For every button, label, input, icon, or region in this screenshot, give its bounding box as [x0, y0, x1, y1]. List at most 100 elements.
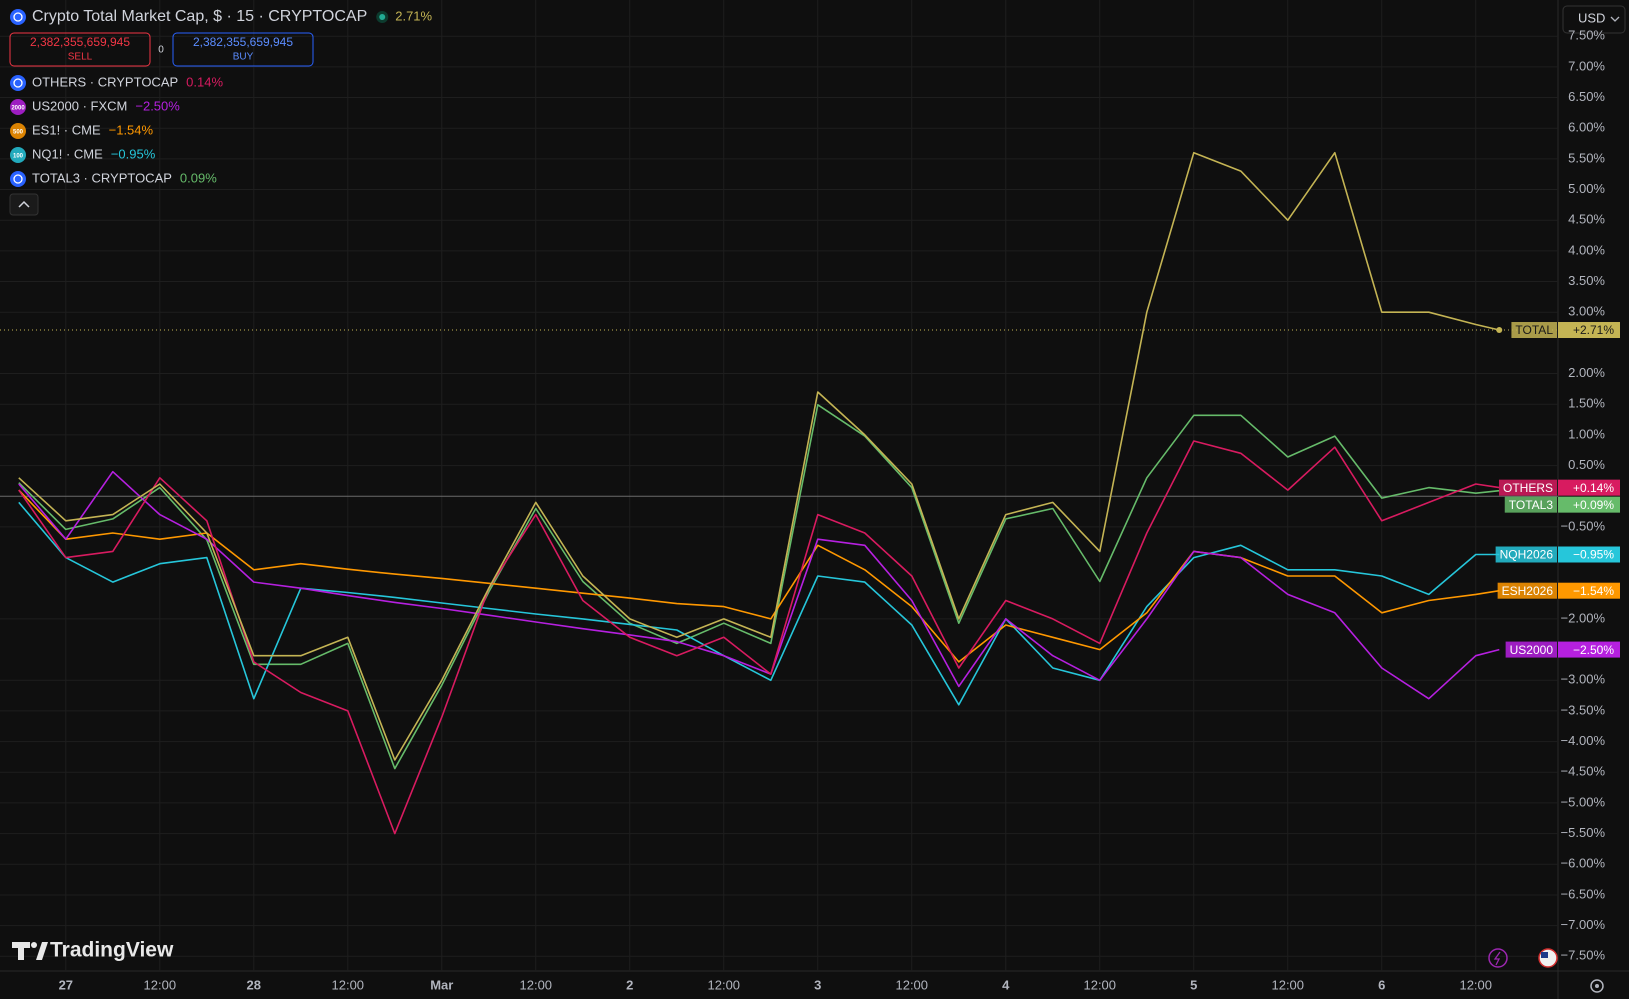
y-tick-label: 3.50% [1568, 273, 1605, 288]
y-tick-label: 2.00% [1568, 365, 1605, 380]
y-tick-label: −5.50% [1561, 825, 1606, 840]
badge-name: ESH2026 [1502, 584, 1554, 598]
lightning-button[interactable] [1488, 948, 1508, 968]
collapse-icon [18, 200, 30, 208]
series-line [18, 501, 1500, 706]
last-point [1496, 327, 1503, 334]
overlay: 2,382,355,659,945 SELL 0 2,382,355,659,9… [9, 5, 1626, 993]
badge-value: −1.54% [1573, 584, 1614, 598]
y-tick-label: −6.00% [1561, 856, 1606, 871]
legend-name: TOTAL3 · CRYPTOCAP [32, 170, 172, 185]
buy-price: 2,382,355,659,945 [193, 35, 293, 49]
badge-name: NQH2026 [1500, 548, 1554, 562]
icon-text: 500 [13, 130, 24, 136]
badge-value-bg [1558, 546, 1620, 563]
x-tick-label: 12:00 [708, 977, 741, 992]
badge-name-bg [1504, 496, 1557, 513]
y-tick-label: 0.50% [1568, 457, 1605, 472]
x-tick-label: 12:00 [332, 977, 365, 992]
x-tick-label: 12:00 [1083, 977, 1116, 992]
series-line [18, 440, 1500, 835]
y-tick-label: −6.50% [1561, 886, 1606, 901]
x-tick-label: 28 [247, 977, 261, 992]
y-tick-label: −4.50% [1561, 764, 1606, 779]
price-badge: US2000 −2.50% [1505, 641, 1620, 658]
badge-value: +0.09% [1573, 498, 1614, 512]
y-tick-label: 4.50% [1568, 212, 1605, 227]
price-badge: ESH2026 −1.54% [1497, 582, 1620, 599]
series-icon [10, 147, 26, 163]
series-icon [10, 75, 26, 91]
flag-icon [1541, 952, 1548, 958]
y-tick-label: 6.00% [1568, 120, 1605, 135]
status-dot [379, 14, 386, 20]
badge-name-bg [1495, 546, 1557, 563]
legend-name: NQ1! · CME [32, 146, 103, 161]
series-icon [10, 9, 26, 25]
badge-value-bg [1558, 322, 1620, 339]
series-icon [10, 123, 26, 139]
badge-name: US2000 [1510, 643, 1554, 657]
badge-value-bg [1558, 582, 1620, 599]
plot [18, 151, 1503, 835]
y-tick-label: 5.50% [1568, 150, 1605, 165]
badge-value: −0.95% [1573, 548, 1614, 562]
lightning-icon [1493, 951, 1501, 966]
series-icon [10, 99, 26, 115]
logo-mark [31, 942, 37, 948]
currency: USD [1578, 10, 1605, 25]
icon-inner [13, 78, 23, 88]
price-badge: OTHERS +0.14% [1498, 479, 1620, 496]
series-line [18, 151, 1500, 761]
logo-mark [12, 942, 30, 960]
y-tick-label: −3.50% [1561, 702, 1606, 717]
settings-icon [1595, 984, 1599, 988]
y-tick-label: 7.00% [1568, 58, 1605, 73]
legend-name: Crypto Total Market Cap, $ · 15 · CRYPTO… [32, 8, 367, 25]
badge-name-bg [1497, 582, 1557, 599]
legend-name: OTHERS · CRYPTOCAP [32, 74, 178, 89]
sell-button[interactable] [9, 32, 151, 67]
icon-inner [13, 174, 23, 184]
badge-name: TOTAL3 [1509, 498, 1554, 512]
y-tick-label: 4.00% [1568, 242, 1605, 257]
collapse-button[interactable] [9, 193, 39, 216]
x-tick-label: 12:00 [520, 977, 553, 992]
y-tick-label: 6.50% [1568, 89, 1605, 104]
legend-change: 0.14% [186, 74, 223, 89]
icon-text: 2000 [11, 106, 25, 112]
badge-value: +2.71% [1573, 323, 1614, 337]
y-tick-label: −0.50% [1561, 518, 1606, 533]
x-tick-label: 27 [59, 977, 73, 992]
badge-name-bg [1511, 322, 1557, 339]
x-tick-label: 6 [1378, 977, 1385, 992]
x-tick-label: 12:00 [895, 977, 928, 992]
buy-label: BUY [233, 52, 254, 63]
spread: 0 [158, 45, 164, 56]
brand: TradingView [50, 939, 174, 962]
sell-price: 2,382,355,659,945 [30, 35, 130, 49]
legend-change: 0.09% [180, 170, 217, 185]
y-tick-label: −7.00% [1561, 917, 1606, 932]
x-tick-label: 5 [1190, 977, 1197, 992]
price-badge: TOTAL +2.71% [1511, 322, 1620, 339]
y-tick-label: −5.00% [1561, 794, 1606, 809]
y-tick-label: 5.00% [1568, 181, 1605, 196]
x-tick-label: 12:00 [1271, 977, 1304, 992]
badge-name-bg [1498, 479, 1557, 496]
badge-value-bg [1558, 496, 1620, 513]
legend-name: ES1! · CME [32, 122, 101, 137]
currency-button[interactable] [1562, 5, 1626, 34]
badge-name: TOTAL [1515, 323, 1553, 337]
settings-button[interactable] [1590, 979, 1604, 993]
x-tick-label: 3 [814, 977, 821, 992]
price-badge: NQH2026 −0.95% [1495, 546, 1620, 563]
buy-button[interactable] [172, 32, 314, 67]
y-tick-label: −7.50% [1561, 948, 1606, 963]
badge-value-bg [1558, 479, 1620, 496]
price-badge: TOTAL3 +0.09% [1504, 496, 1620, 513]
x-tick-label: 12:00 [1459, 977, 1492, 992]
badge-value: +0.14% [1573, 481, 1614, 495]
